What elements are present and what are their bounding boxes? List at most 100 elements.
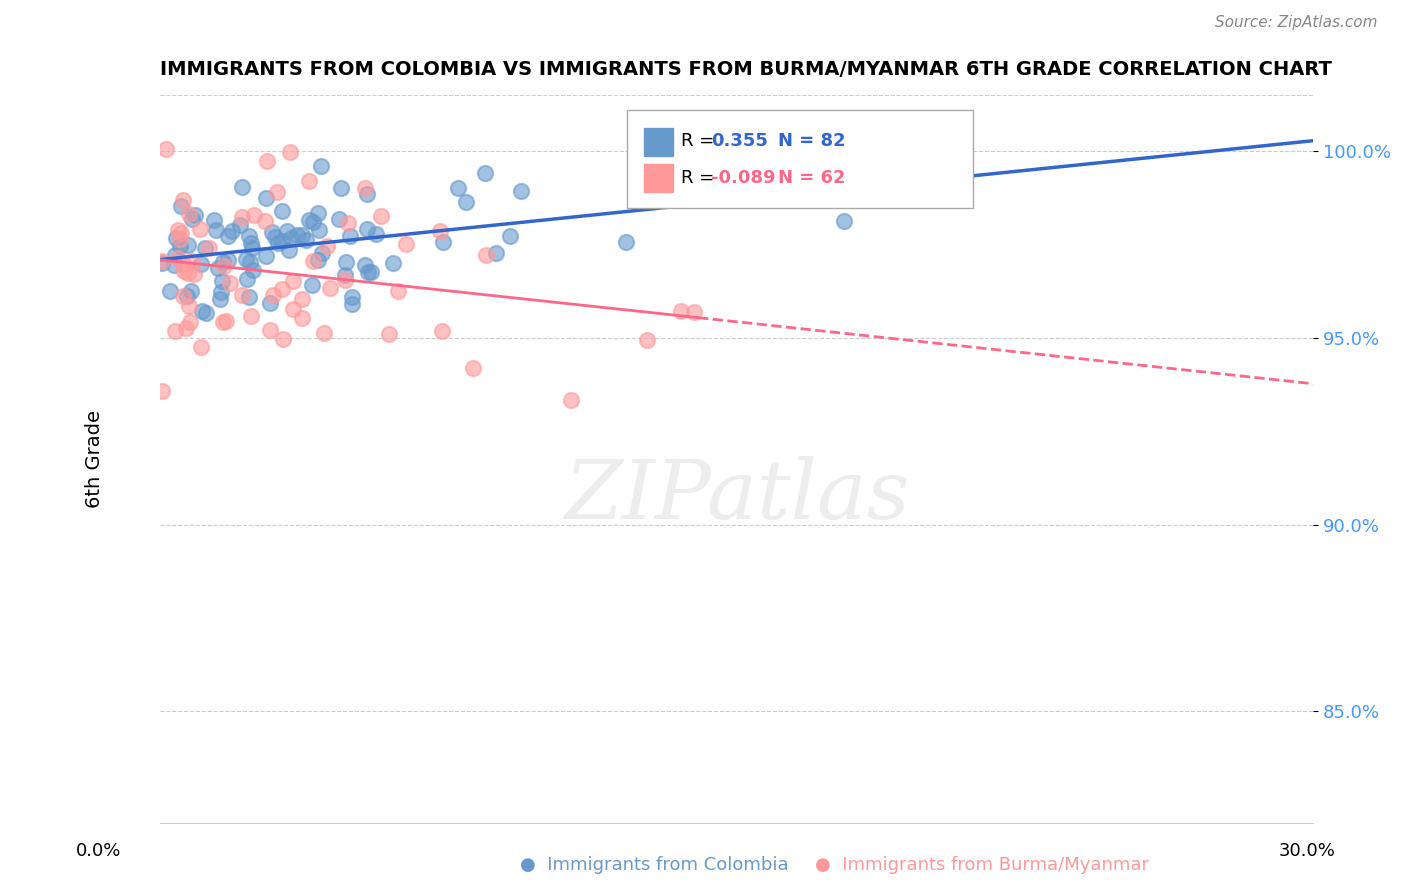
Burma bbox=[290, 311, 312, 326]
Burma bbox=[266, 185, 288, 199]
Bar bbox=[644, 128, 673, 156]
Colombia bbox=[454, 194, 477, 209]
Colombia bbox=[340, 290, 363, 304]
Colombia bbox=[236, 272, 259, 286]
Burma bbox=[636, 334, 658, 348]
Burma bbox=[163, 324, 186, 338]
Burma bbox=[262, 288, 284, 302]
Colombia bbox=[276, 224, 298, 238]
Colombia bbox=[165, 231, 187, 245]
Colombia bbox=[169, 239, 191, 253]
Burma bbox=[167, 251, 190, 265]
Colombia bbox=[195, 305, 218, 319]
Burma bbox=[231, 210, 253, 224]
Colombia bbox=[211, 274, 233, 288]
Colombia bbox=[267, 235, 290, 250]
Text: ZIPatlas: ZIPatlas bbox=[564, 456, 910, 536]
Colombia bbox=[211, 255, 233, 269]
Burma bbox=[319, 281, 342, 295]
Colombia bbox=[354, 258, 377, 272]
Burma bbox=[170, 226, 193, 240]
Colombia bbox=[311, 246, 333, 260]
Colombia bbox=[262, 225, 284, 239]
Colombia bbox=[366, 227, 388, 242]
Colombia bbox=[229, 219, 252, 233]
Bar bbox=[644, 164, 673, 192]
Colombia bbox=[786, 163, 808, 178]
Burma bbox=[253, 213, 276, 227]
Colombia bbox=[298, 213, 321, 227]
Burma bbox=[377, 326, 399, 341]
Burma bbox=[215, 314, 238, 328]
Colombia bbox=[271, 204, 294, 219]
Burma bbox=[270, 282, 292, 296]
Colombia bbox=[614, 235, 637, 250]
Colombia bbox=[190, 258, 212, 272]
Burma bbox=[240, 309, 263, 323]
Burma bbox=[671, 304, 693, 318]
Burma bbox=[316, 239, 339, 253]
Colombia bbox=[357, 265, 380, 279]
Burma bbox=[177, 299, 200, 313]
Colombia bbox=[235, 252, 257, 266]
Colombia bbox=[211, 285, 233, 299]
Burma bbox=[181, 254, 204, 268]
Colombia bbox=[308, 223, 330, 237]
Burma bbox=[150, 253, 173, 268]
Burma bbox=[172, 257, 194, 271]
Colombia bbox=[163, 258, 186, 272]
Text: 0.355: 0.355 bbox=[711, 132, 768, 150]
Burma bbox=[395, 236, 418, 251]
Burma bbox=[177, 206, 200, 220]
Burma bbox=[370, 209, 392, 223]
Colombia bbox=[294, 233, 316, 247]
Colombia bbox=[238, 229, 260, 244]
Text: ●  Immigrants from Colombia: ● Immigrants from Colombia bbox=[520, 855, 789, 873]
Colombia bbox=[181, 211, 204, 226]
Colombia bbox=[342, 297, 364, 311]
Burma bbox=[169, 232, 191, 246]
Colombia bbox=[330, 181, 353, 195]
Colombia bbox=[335, 255, 357, 269]
Burma bbox=[283, 275, 305, 289]
Colombia bbox=[194, 241, 217, 255]
Colombia bbox=[271, 234, 294, 248]
Burma bbox=[243, 208, 266, 222]
Colombia bbox=[302, 215, 325, 229]
Burma bbox=[155, 142, 177, 156]
Burma bbox=[212, 259, 235, 273]
Colombia bbox=[447, 180, 470, 194]
Colombia bbox=[231, 180, 253, 194]
Colombia bbox=[176, 289, 198, 303]
Colombia bbox=[301, 277, 323, 292]
Burma bbox=[354, 181, 377, 195]
Colombia bbox=[498, 228, 520, 243]
Burma bbox=[173, 263, 195, 277]
Burma bbox=[219, 277, 242, 291]
Burma bbox=[172, 193, 194, 207]
Burma bbox=[150, 384, 173, 399]
Colombia bbox=[474, 165, 496, 179]
Colombia bbox=[309, 159, 332, 173]
Text: -0.089: -0.089 bbox=[711, 169, 776, 186]
Colombia bbox=[360, 265, 382, 279]
Colombia bbox=[254, 249, 277, 263]
Text: 0.0%: 0.0% bbox=[76, 842, 121, 860]
Text: N = 62: N = 62 bbox=[778, 169, 845, 186]
Burma bbox=[183, 267, 205, 281]
Burma bbox=[298, 174, 321, 188]
Colombia bbox=[356, 221, 378, 235]
Burma bbox=[301, 253, 323, 268]
Burma bbox=[278, 145, 301, 159]
Burma bbox=[333, 273, 356, 287]
Burma bbox=[190, 339, 212, 353]
Colombia bbox=[285, 228, 308, 243]
Colombia bbox=[291, 228, 314, 243]
Colombia bbox=[217, 252, 239, 267]
Colombia bbox=[159, 284, 181, 298]
Colombia bbox=[328, 212, 350, 227]
Burma bbox=[461, 360, 484, 375]
Colombia bbox=[485, 245, 508, 260]
Text: N = 82: N = 82 bbox=[778, 132, 846, 150]
Colombia bbox=[381, 255, 404, 269]
